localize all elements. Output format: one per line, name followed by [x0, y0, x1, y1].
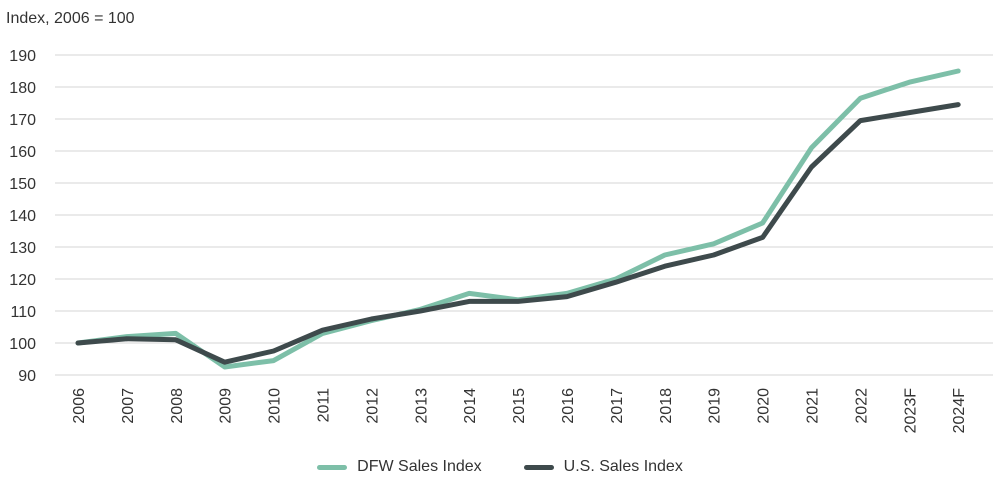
y-tick-label: 170 — [9, 112, 36, 129]
x-tick-label: 2014 — [462, 388, 479, 424]
x-tick-label: 2018 — [658, 388, 675, 424]
x-tick-label: 2012 — [364, 388, 381, 424]
legend-swatch-dfw — [317, 464, 348, 470]
x-tick-label: 2013 — [413, 388, 430, 424]
y-tick-label: 160 — [9, 144, 36, 161]
y-tick-label: 100 — [9, 336, 36, 353]
y-tick-label: 130 — [9, 240, 36, 257]
x-tick-label: 2019 — [707, 388, 724, 424]
y-tick-label: 140 — [9, 208, 36, 225]
x-tick-label: 2015 — [511, 388, 528, 424]
x-tick-label: 2020 — [756, 388, 773, 424]
legend-item-us: U.S. Sales Index — [523, 458, 683, 476]
y-tick-label: 150 — [9, 176, 36, 193]
x-tick-label: 2010 — [267, 388, 284, 424]
y-tick-label: 180 — [9, 80, 36, 97]
legend-label-us: U.S. Sales Index — [563, 458, 683, 475]
y-axis-title: Index, 2006 = 100 — [6, 10, 135, 27]
x-tick-label: 2023F — [902, 388, 919, 434]
x-tick-label: 2011 — [316, 388, 333, 423]
y-tick-label: 190 — [9, 48, 36, 65]
x-axis-ticks: 2006 2007 2008 2009 2010 2011 2012 2013 2014 2015… — [71, 388, 968, 434]
y-axis-ticks: 90 100 110 120 130 140 150 160 170 180 190 — [9, 48, 36, 385]
series-lines — [75, 68, 961, 370]
x-tick-label: 2021 — [805, 388, 822, 424]
y-tick-label: 120 — [9, 272, 36, 289]
y-tick-label: 90 — [18, 368, 36, 385]
legend-swatch-us — [523, 464, 554, 470]
x-tick-label: 2016 — [560, 388, 577, 424]
legend-label-dfw: DFW Sales Index — [357, 458, 482, 475]
series-line-dfw — [75, 68, 961, 370]
gridlines — [55, 54, 993, 376]
x-tick-label: 2017 — [609, 388, 626, 424]
series-line-us — [75, 102, 961, 365]
x-tick-label: 2009 — [218, 388, 235, 424]
x-tick-label: 2022 — [853, 388, 870, 424]
y-tick-label: 110 — [10, 304, 36, 321]
x-tick-label: 2008 — [169, 388, 186, 424]
x-tick-label: 2006 — [71, 388, 88, 424]
x-tick-label: 2007 — [120, 388, 137, 424]
legend-item-dfw: DFW Sales Index — [317, 458, 482, 476]
legend: DFW Sales Index U.S. Sales Index — [0, 458, 1000, 476]
x-tick-label: 2024F — [951, 388, 968, 434]
